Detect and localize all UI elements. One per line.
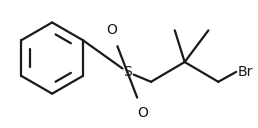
Text: O: O [138, 106, 149, 120]
Text: Br: Br [238, 65, 253, 79]
Text: S: S [123, 65, 132, 79]
Text: O: O [106, 23, 117, 37]
